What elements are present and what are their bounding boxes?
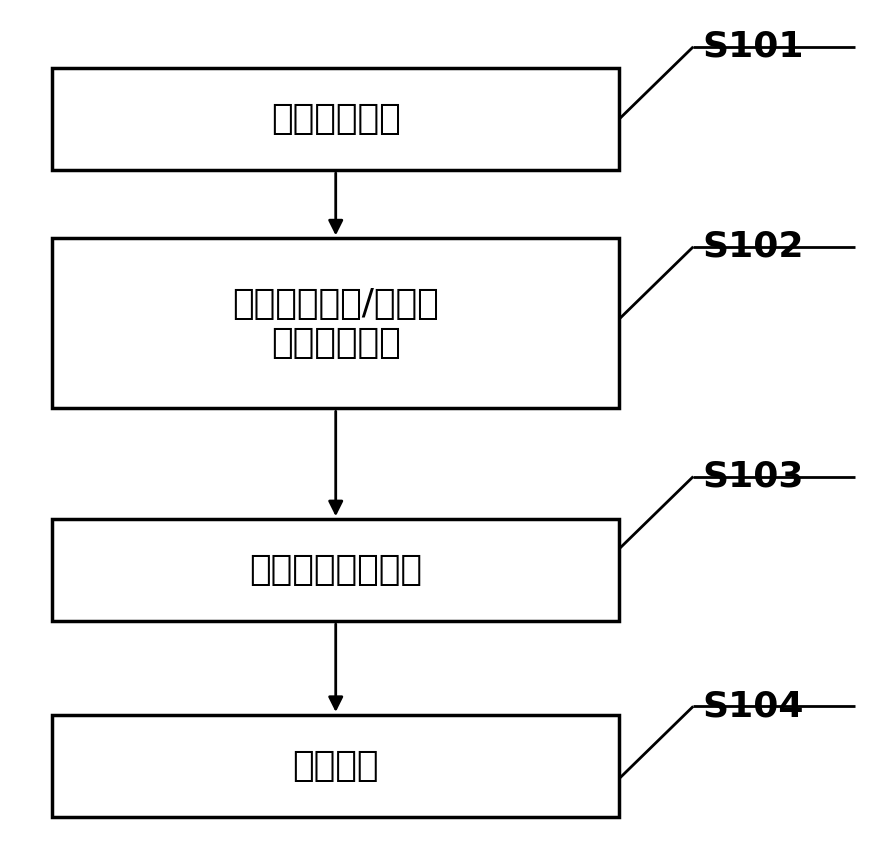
Text: S103: S103 xyxy=(702,460,803,494)
Text: 故障诊断: 故障诊断 xyxy=(292,749,379,783)
Bar xyxy=(52,238,619,408)
Text: 训练卷积神经网络: 训练卷积神经网络 xyxy=(249,553,422,587)
Bar xyxy=(52,519,619,621)
Text: 获取训练样本: 获取训练样本 xyxy=(271,102,400,136)
Text: S102: S102 xyxy=(702,230,803,264)
Bar xyxy=(52,68,619,170)
Text: S104: S104 xyxy=(702,689,803,723)
Text: S101: S101 xyxy=(702,30,803,64)
Text: 构建优化结构/轻量化
卷积神经网络: 构建优化结构/轻量化 卷积神经网络 xyxy=(232,287,439,360)
Bar xyxy=(52,715,619,817)
